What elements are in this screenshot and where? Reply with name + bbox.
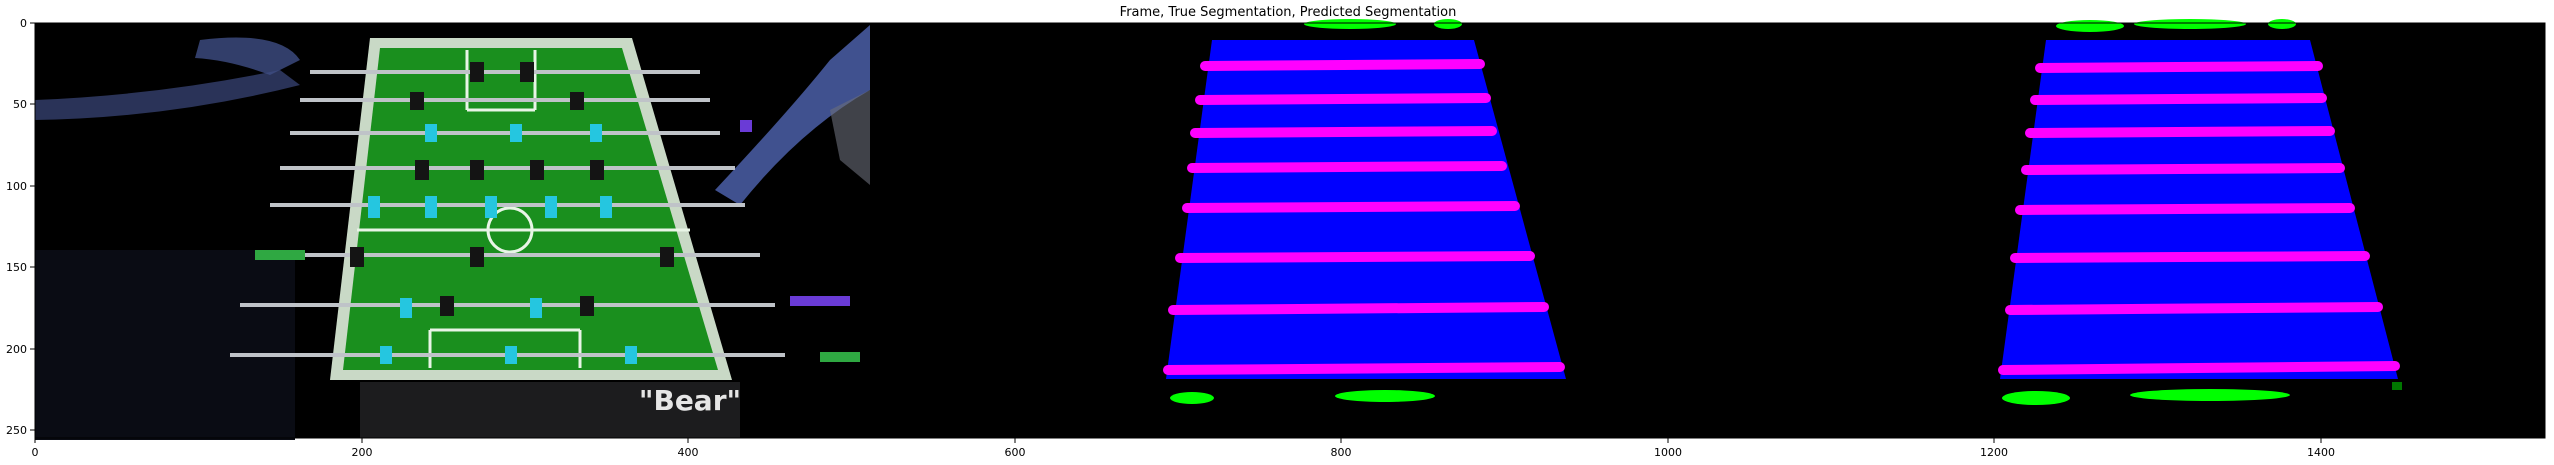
x-tick-label: 800: [1331, 446, 1352, 459]
table-logo-text: "Bear": [639, 384, 741, 417]
x-tick-label: 1400: [2307, 446, 2335, 459]
y-tick-label: 250: [6, 424, 27, 437]
true-goal-marks: [1170, 19, 1462, 404]
axes-frame: [34, 22, 2546, 439]
person-right-arm: [715, 25, 870, 205]
x-tick-label: 400: [678, 446, 699, 459]
y-axis: 0 50 100 150 200 250: [6, 17, 35, 437]
predicted-segmentation-panel: [1998, 19, 2402, 405]
frame-panel: "Bear": [35, 25, 870, 440]
frame-handles: [255, 250, 860, 362]
true-rods: [1163, 59, 1565, 375]
predicted-noise: [2392, 382, 2402, 390]
predicted-rods: [1998, 61, 2400, 375]
y-tick-label: 0: [20, 17, 27, 30]
y-tick-label: 100: [6, 180, 27, 193]
x-axis: 0 200 400 600 800 1000 1200 1400: [32, 438, 2335, 459]
frame-players-black: [350, 62, 674, 316]
frame-handles-purple: [740, 120, 850, 306]
frame-rods: [230, 70, 785, 357]
table-base: [360, 382, 740, 438]
person-right-shirt: [830, 90, 870, 185]
y-tick-label: 150: [6, 261, 27, 274]
floor-shadow: [35, 250, 295, 440]
x-tick-label: 0: [32, 446, 39, 459]
person-left-hand: [195, 37, 300, 75]
y-tick-label: 200: [6, 343, 27, 356]
y-tick-label: 50: [13, 98, 27, 111]
x-tick-label: 1200: [1980, 446, 2008, 459]
true-segmentation-panel: [1163, 19, 1566, 404]
figure-title: Frame, True Segmentation, Predicted Segm…: [1120, 5, 1457, 20]
person-left-arm: [35, 70, 300, 120]
x-tick-label: 600: [1005, 446, 1026, 459]
x-tick-label: 200: [352, 446, 373, 459]
x-tick-label: 1000: [1654, 446, 1682, 459]
frame-players-cyan: [368, 124, 637, 364]
